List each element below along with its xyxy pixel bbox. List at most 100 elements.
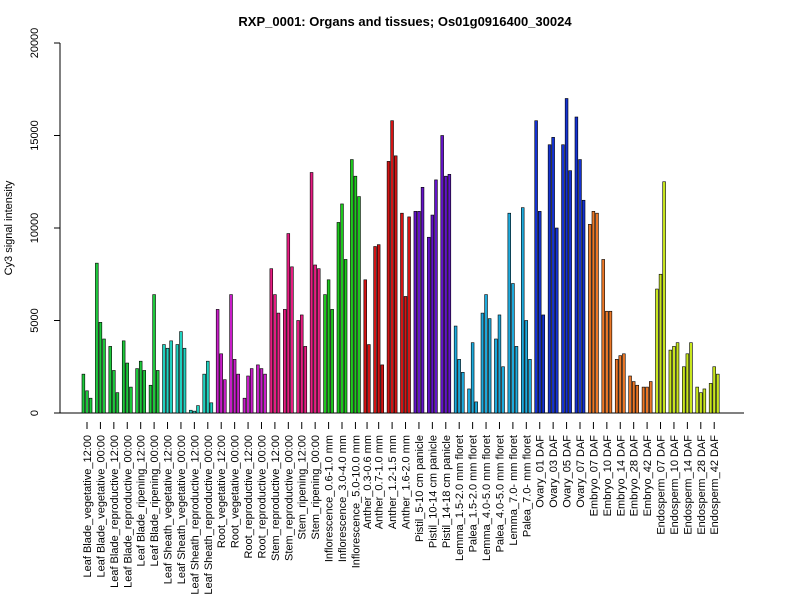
x-tick-label: Pistil_5-10 cm panicle <box>414 435 426 542</box>
bar <box>367 344 371 414</box>
bar <box>263 373 267 414</box>
bar <box>595 212 599 414</box>
bar <box>511 283 515 414</box>
x-tick-label: Lemma_4.0-5.0 mm floret <box>481 435 493 561</box>
bar <box>551 137 555 414</box>
bar <box>430 214 435 414</box>
bar <box>440 135 444 414</box>
bar <box>169 340 173 414</box>
bar <box>296 320 300 414</box>
bar <box>662 181 666 414</box>
x-tick-label: Leaf Blade_vegetative_12:00 <box>82 435 94 578</box>
bar <box>578 159 582 414</box>
bar <box>303 346 308 414</box>
bar <box>330 309 334 414</box>
bar <box>561 144 565 414</box>
bar <box>716 373 720 414</box>
bar <box>699 392 703 414</box>
bar <box>672 346 676 414</box>
bar <box>182 347 187 414</box>
x-tick-label: Anther_1.6-2.0 mm <box>401 435 413 529</box>
bar <box>470 342 475 414</box>
bar <box>591 211 596 414</box>
bar <box>528 359 532 414</box>
bar <box>614 359 619 414</box>
bar <box>628 375 632 414</box>
bar <box>695 386 699 414</box>
bar <box>427 236 431 414</box>
bar <box>192 410 197 414</box>
x-tick-label: Inflorescence_5.0-10.0 mm <box>350 435 362 568</box>
bar <box>608 310 613 414</box>
bar <box>229 294 233 414</box>
bar <box>317 268 321 414</box>
bar <box>641 386 646 414</box>
bar <box>373 246 377 414</box>
bar <box>115 392 120 414</box>
bar <box>152 294 156 414</box>
bar <box>336 222 341 414</box>
x-tick-label: Endosperm_42 DAF <box>709 435 721 535</box>
bar <box>363 279 367 414</box>
x-tick-label: Root_vegetative_00:00 <box>230 435 242 548</box>
bar <box>605 310 609 414</box>
bar <box>326 279 331 414</box>
x-tick-label: Leaf Blade_reproductive_12:00 <box>109 435 121 588</box>
bar <box>555 227 559 414</box>
bar <box>467 388 471 414</box>
bar <box>162 344 166 414</box>
x-tick-label: Leaf Blade_vegetative_00:00 <box>95 435 107 578</box>
x-tick-label: Leaf Blade_ripening_00:00 <box>149 435 161 567</box>
x-tick-label: Leaf Sheath_vegetative_00:00 <box>176 435 188 584</box>
bar <box>273 294 277 414</box>
bar <box>457 359 461 414</box>
bar <box>88 397 93 414</box>
x-tick-label: Pistil_14-18 cm panicle <box>441 435 453 548</box>
y-tick-label: 0 <box>29 410 41 416</box>
bar <box>386 161 391 414</box>
bar <box>447 174 452 414</box>
bar <box>236 373 240 414</box>
bar <box>564 98 569 414</box>
x-tick-label: Embryo_42 DAF <box>642 435 654 517</box>
bar <box>95 262 99 414</box>
bar <box>403 296 408 414</box>
bars <box>81 98 720 414</box>
x-tick-label: Endosperm_14 DAF <box>682 435 694 535</box>
bar <box>547 144 552 414</box>
y-tick-label: 15000 <box>29 120 41 151</box>
bar <box>434 179 438 414</box>
bar <box>129 386 133 414</box>
bar <box>81 373 86 414</box>
bar <box>242 397 247 414</box>
bar <box>407 216 411 414</box>
bar <box>497 314 502 414</box>
chart-title: RXP_0001: Organs and tissues; Os01g09164… <box>238 14 572 29</box>
bar <box>249 368 254 414</box>
bar <box>645 386 649 414</box>
bar <box>413 211 418 414</box>
bar <box>685 353 690 414</box>
x-tick-label: Ovary_03 DAF <box>548 435 560 508</box>
bar <box>538 211 542 414</box>
x-tick-label: Root_reproductive_00:00 <box>256 435 268 559</box>
bar <box>300 314 304 414</box>
x-tick-label: Embryo_14 DAF <box>615 435 627 517</box>
bar <box>655 288 659 414</box>
bar <box>501 366 505 414</box>
bar <box>269 268 274 414</box>
bar <box>125 362 129 414</box>
x-tick-label: Root_reproductive_12:00 <box>243 435 255 559</box>
bar <box>340 203 344 414</box>
y-tick-label: 10000 <box>29 213 41 244</box>
bar <box>246 375 250 414</box>
bar <box>112 370 116 414</box>
x-tick-label: Endosperm_10 DAF <box>669 435 681 535</box>
y-tick-label: 5000 <box>29 308 41 332</box>
bar <box>708 383 713 414</box>
bar <box>631 381 636 414</box>
bar <box>259 368 264 414</box>
bar <box>202 373 206 414</box>
y-axis: 0 5000 10000 15000 20000 <box>29 28 61 416</box>
x-tick-label: Leaf Blade_ripening_12:00 <box>136 435 148 567</box>
